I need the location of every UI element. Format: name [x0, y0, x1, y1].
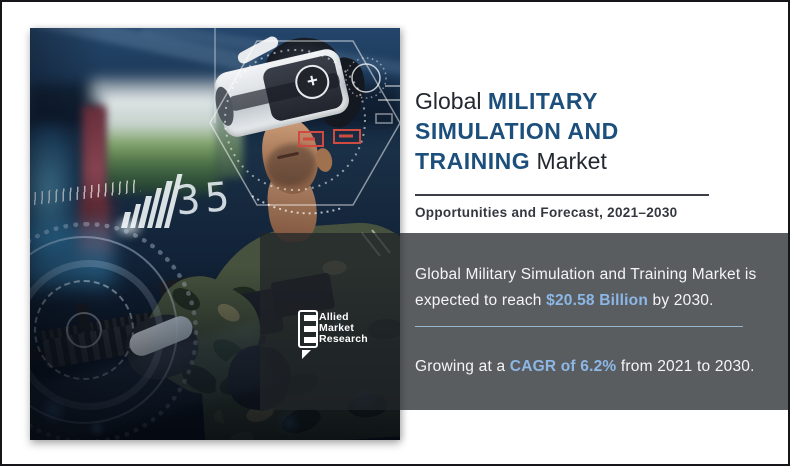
stat-value-highlight: $20.58 Billion: [546, 292, 649, 309]
title-line-2: SIMULATION AND: [415, 116, 725, 146]
growth-stat-text: Growing at a CAGR of 6.2% from 2021 to 2…: [415, 354, 765, 380]
page-title: Global MILITARY SIMULATION AND TRAINING …: [415, 86, 725, 176]
logo-row: Research: [304, 334, 384, 345]
logo-word: Research: [319, 333, 368, 345]
logo-text: Allied Market Research: [304, 312, 384, 345]
stat-text: from 2021 to 2030.: [616, 358, 755, 375]
soldier-vr-photo: + 35: [30, 28, 400, 440]
logo-row: Market: [304, 323, 384, 334]
logo-bar-icon: [304, 336, 316, 343]
logo-word: Allied: [319, 311, 349, 323]
stat-text: Global Military Simulation and Training …: [415, 266, 757, 309]
cagr-value-highlight: CAGR of 6.2%: [509, 358, 617, 375]
title-normal: Global: [415, 88, 488, 114]
stat-text: Growing at a: [415, 358, 510, 375]
logo-bar-icon: [304, 325, 316, 332]
title-bold: SIMULATION AND: [415, 118, 619, 144]
market-stat-text: Global Military Simulation and Training …: [415, 262, 765, 314]
title-line-1: Global MILITARY: [415, 86, 725, 116]
title-bold: MILITARY: [487, 88, 598, 114]
logo-speech-bubble-tail: [302, 350, 311, 359]
logo-bar-icon: [304, 314, 316, 321]
logo-word: Market: [319, 322, 355, 334]
title-bold: TRAINING: [415, 148, 531, 174]
logo-row: Allied: [304, 312, 384, 323]
stat-box-divider: [415, 326, 743, 327]
logo-speech-bubble-icon: [298, 310, 318, 348]
title-line-3: TRAINING Market: [415, 146, 725, 176]
stat-text: by 2030.: [648, 292, 714, 309]
title-divider: [415, 194, 709, 196]
title-normal: Market: [530, 148, 607, 174]
subtitle: Opportunities and Forecast, 2021–2030: [415, 205, 678, 220]
stat-highlight-box: Global Military Simulation and Training …: [260, 233, 788, 410]
